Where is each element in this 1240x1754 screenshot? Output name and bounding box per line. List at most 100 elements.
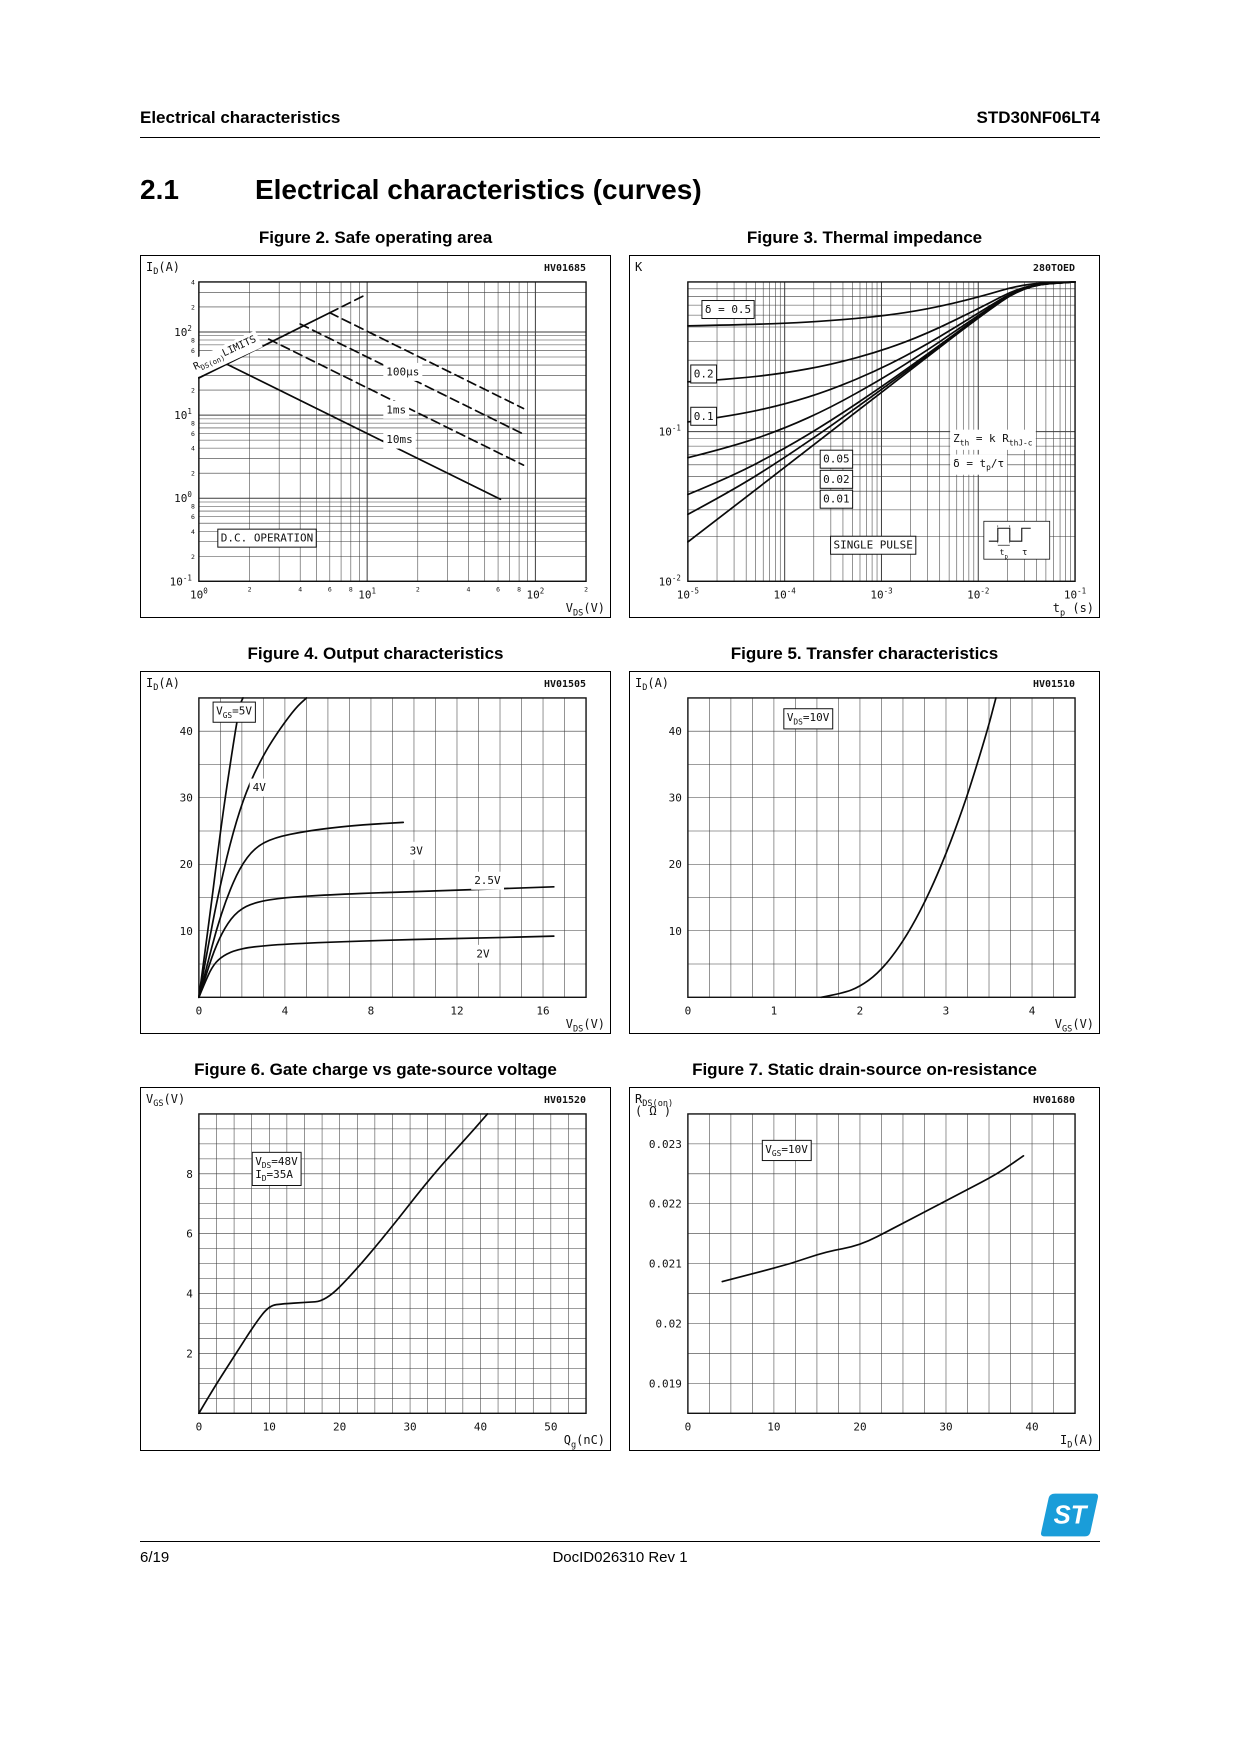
figure-3-frame: 10-5 10-4 10-3 10-2 10-1 10-2 10-1 δ = 0.5 0.2 0.… [629,255,1100,619]
svg-text:4: 4 [282,1004,289,1017]
svg-text:0.2: 0.2 [694,367,714,380]
svg-text:0.022: 0.022 [649,1198,682,1211]
figure-6-frame: 0 10 20 30 40 50 2 4 6 8 VDS=48V ID=35A VGS(V) Qg(nC)… [140,1087,611,1451]
svg-text:6: 6 [496,585,500,593]
svg-text:8: 8 [368,1004,375,1017]
svg-text:6: 6 [191,347,195,355]
svg-text:VGS=10V: VGS=10V [765,1143,808,1158]
svg-text:20: 20 [669,858,682,871]
svg-text:0: 0 [196,1421,203,1434]
svg-text:0.02: 0.02 [655,1318,681,1331]
svg-text:10-1: 10-1 [1064,586,1086,601]
figure-7: Figure 7. Static drain-source on-resista… [629,1060,1100,1451]
svg-text:1ms: 1ms [386,403,406,416]
svg-text:0.01: 0.01 [823,493,849,506]
svg-text:2: 2 [191,303,195,311]
svg-text:ID(A): ID(A) [1060,1434,1094,1450]
footer-page-number: 6/19 [140,1549,170,1566]
figure-7-frame: 0 10 20 30 40 0.019 0.02 0.021 0.022 0.023 VGS=10V… [629,1087,1100,1451]
svg-text:VGS(V): VGS(V) [1055,1017,1094,1033]
svg-text:2: 2 [248,585,252,593]
svg-text:100: 100 [190,586,208,601]
svg-text:10-3: 10-3 [870,586,892,601]
figure-4-chart: 0 4 8 12 16 10 20 30 40 VGS=5V 4V 3V 2.5V 2V ID(A) VDS(… [146,676,605,1033]
svg-text:4: 4 [191,528,195,536]
svg-text:10: 10 [669,925,682,938]
svg-text:4: 4 [191,278,195,286]
figure-2-caption: Figure 2. Safe operating area [258,228,493,247]
svg-text:50: 50 [544,1421,557,1434]
svg-text:10-1: 10-1 [170,573,192,588]
svg-text:2: 2 [186,1348,193,1361]
svg-text:30: 30 [403,1421,416,1434]
svg-text:30: 30 [669,792,682,805]
svg-text:2V: 2V [476,948,490,961]
svg-text:100μs: 100μs [386,365,419,378]
svg-text:102: 102 [527,586,545,601]
svg-text:VGS=5V: VGS=5V [216,705,252,720]
svg-text:ID(A): ID(A) [635,676,669,693]
section-heading: 2.1 Electrical characteristics (curves) [140,174,1100,206]
figure-4-frame: 0 4 8 12 16 10 20 30 40 VGS=5V 4V 3V 2.5V 2V ID(A) VDS(… [140,671,611,1035]
svg-text:tp: tp [1000,548,1009,560]
svg-text:δ = tp/τ: δ = tp/τ [953,457,1004,472]
svg-text:8: 8 [517,585,521,593]
svg-text:τ: τ [1022,548,1027,558]
svg-text:2: 2 [191,553,195,561]
svg-text:HV01685: HV01685 [544,263,586,274]
svg-text:20: 20 [853,1421,866,1434]
figure-5-frame: 0 1 2 3 4 10 20 30 40 VDS=10V ID(A) VGS(V) HV01510 [629,671,1100,1035]
svg-text:1: 1 [771,1004,778,1017]
svg-text:HV01680: HV01680 [1033,1095,1075,1106]
figure-4: Figure 4. Output characteristics 0 4 8 12 16… [140,644,611,1035]
figure-7-chart: 0 10 20 30 40 0.019 0.02 0.021 0.022 0.023 VGS=10V… [635,1092,1094,1450]
svg-text:VDS(V): VDS(V) [566,601,605,617]
svg-text:10: 10 [180,925,193,938]
svg-text:4: 4 [466,585,470,593]
svg-text:0.021: 0.021 [649,1258,682,1271]
svg-text:10: 10 [263,1421,276,1434]
svg-text:8: 8 [191,503,195,511]
st-logo: ST [1040,1493,1099,1537]
header-part-number: STD30NF06LT4 [976,108,1100,127]
svg-text:2: 2 [857,1004,864,1017]
svg-text:100: 100 [174,490,192,505]
svg-text:4: 4 [186,1288,193,1301]
svg-text:6: 6 [191,430,195,438]
svg-text:0.1: 0.1 [694,410,714,423]
svg-text:2.5V: 2.5V [474,874,501,887]
svg-text:Qg(nC): Qg(nC) [564,1434,605,1450]
svg-text:0.019: 0.019 [649,1378,682,1391]
svg-text:40: 40 [474,1421,487,1434]
section-title: Electrical characteristics (curves) [254,174,702,205]
svg-text:101: 101 [358,586,376,601]
svg-text:40: 40 [669,725,682,738]
svg-text:30: 30 [939,1421,952,1434]
svg-text:HV01520: HV01520 [544,1095,586,1106]
svg-text:RDS(on): RDS(on) [635,1092,673,1109]
svg-text:30: 30 [180,792,193,805]
svg-text:0: 0 [196,1004,203,1017]
svg-text:6: 6 [186,1228,193,1241]
svg-text:3V: 3V [410,844,424,857]
svg-text:HV01505: HV01505 [544,679,586,690]
svg-text:12: 12 [450,1004,463,1017]
figure-4-caption: Figure 4. Output characteristics [247,644,504,664]
svg-text:0.02: 0.02 [823,473,849,486]
svg-text:6: 6 [328,585,332,593]
svg-text:0.05: 0.05 [823,453,849,466]
svg-text:2: 2 [191,470,195,478]
svg-text:20: 20 [333,1421,346,1434]
figure-2-frame: 10024681012468102210-1246810024681012468… [140,255,611,619]
svg-text:10-1: 10-1 [659,424,681,439]
figure-7-caption: Figure 7. Static drain-source on-resista… [692,1060,1037,1080]
svg-text:D.C. OPERATION: D.C. OPERATION [221,532,313,545]
svg-text:2: 2 [416,585,420,593]
svg-text:VDS=48V: VDS=48V [255,1155,298,1170]
svg-text:6: 6 [191,513,195,521]
svg-text:2: 2 [191,387,195,395]
footer-rule [140,1541,1100,1542]
figure-5-caption: Figure 5. Transfer characteristics [730,644,999,664]
